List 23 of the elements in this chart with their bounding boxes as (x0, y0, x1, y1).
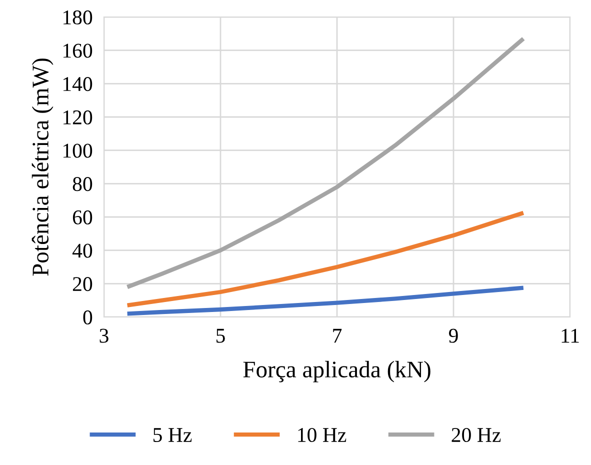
y-tick-label: 160 (63, 44, 92, 58)
x-tick-label: 3 (100, 328, 108, 343)
y-tick-label: 80 (72, 177, 92, 192)
y-tick-label: 140 (63, 77, 92, 92)
y-tick-label: 20 (72, 277, 92, 292)
x-tick-label: 9 (448, 328, 458, 343)
y-axis-title: Potência elétrica (mW) (32, 58, 54, 276)
y-tick-label: 180 (63, 10, 92, 24)
y-tick-label: 60 (72, 210, 92, 224)
line-series (125, 286, 526, 316)
legend-label: 20 Hz (452, 428, 501, 442)
y-tick-label: 100 (63, 144, 92, 158)
y-tick-label: 0 (83, 310, 92, 324)
x-tick-label: 7 (333, 328, 342, 343)
line-series (125, 36, 526, 290)
line-series (125, 210, 526, 308)
legend-label: 10 Hz (298, 428, 346, 442)
x-tick-label: 5 (216, 328, 225, 343)
x-tick-label: 11 (562, 328, 579, 343)
legend-label: 5 Hz (154, 428, 192, 442)
y-tick-label: 40 (72, 244, 92, 258)
y-tick-label: 120 (63, 110, 92, 124)
x-axis-title: Força aplicada (kN) (243, 360, 430, 382)
